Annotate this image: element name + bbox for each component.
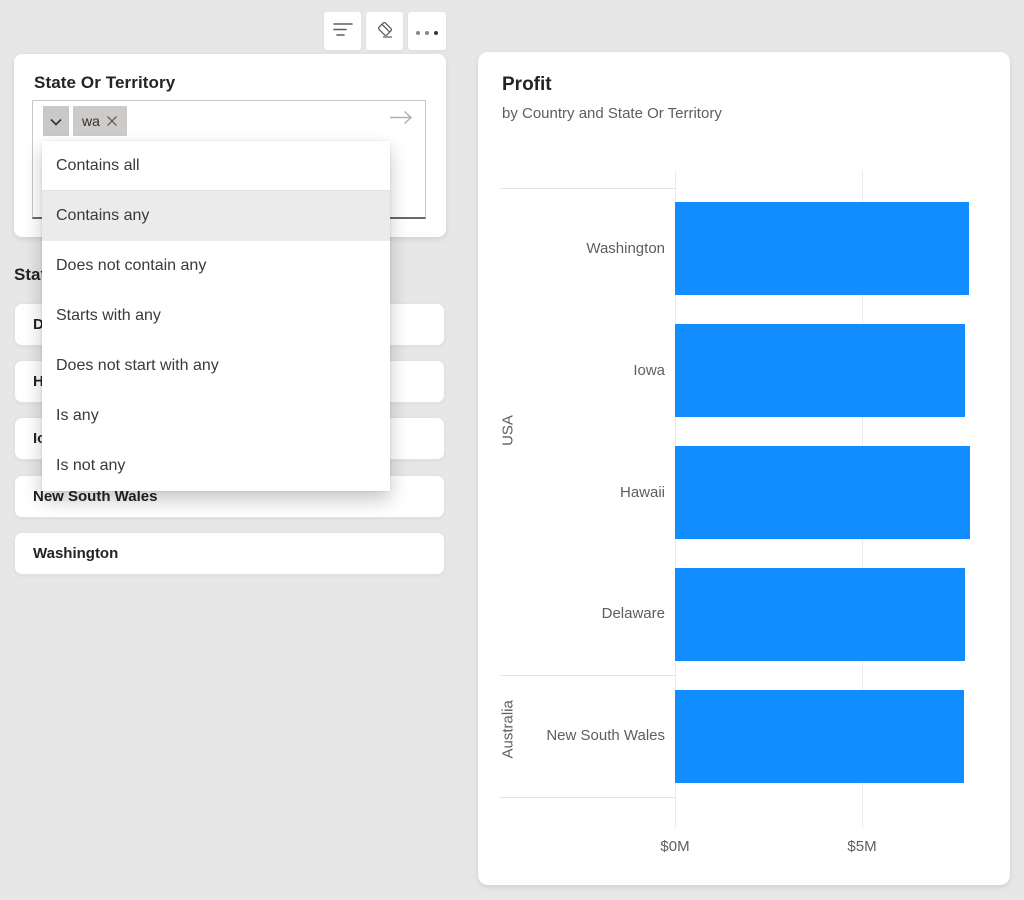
category-axis-separator: [500, 675, 675, 677]
dropdown-option-does-not-contain-any[interactable]: Does not contain any: [42, 241, 390, 291]
eraser-icon: [373, 18, 397, 45]
apply-filter-button[interactable]: [389, 110, 413, 128]
condition-dropdown-button[interactable]: [43, 106, 69, 136]
more-options-button[interactable]: [408, 12, 446, 50]
dropdown-option-starts-with-any[interactable]: Starts with any: [42, 291, 390, 341]
category-axis-separator: [500, 188, 675, 189]
filter-chip[interactable]: wa: [73, 106, 127, 136]
filter-button[interactable]: [324, 12, 361, 50]
eraser-button[interactable]: [366, 12, 403, 50]
chart-title: Profit: [502, 74, 552, 95]
dropdown-option-does-not-start-with-any[interactable]: Does not start with any: [42, 341, 390, 391]
chevron-down-icon: [50, 114, 62, 129]
state-list-item-washington[interactable]: Washington: [14, 532, 445, 575]
dropdown-option-contains-all[interactable]: Contains all: [42, 141, 390, 191]
bar-new-south-wales[interactable]: [675, 689, 965, 783]
bar-iowa[interactable]: [675, 324, 965, 418]
filter-card-title: State Or Territory: [34, 73, 176, 92]
bar-delaware[interactable]: [675, 567, 965, 661]
filter-icon: [332, 22, 354, 40]
bar-washington[interactable]: [675, 202, 969, 296]
category-label-washington: Washington: [586, 239, 665, 257]
x-axis-tick-label: $5M: [847, 838, 877, 855]
filter-chip-label: wa: [82, 113, 100, 129]
bar-chart: $0M $5M Washington Iowa Hawaii Delaware New So…: [478, 52, 1010, 885]
ellipsis-icon: [415, 24, 439, 39]
bar-hawaii[interactable]: [675, 446, 971, 539]
x-axis-tick-label: $0M: [660, 838, 690, 855]
profit-chart-card: Profit by Country and State Or Territory…: [478, 52, 1010, 885]
dropdown-option-is-any[interactable]: Is any: [42, 391, 390, 441]
category-label-iowa: Iowa: [633, 361, 665, 379]
dropdown-option-is-not-any[interactable]: Is not any: [42, 441, 390, 491]
category-axis-separator: [500, 797, 675, 798]
category-label-delaware: Delaware: [601, 605, 665, 623]
category-label-hawaii: Hawaii: [619, 483, 665, 501]
arrow-right-icon: [389, 110, 413, 128]
group-label-usa: USA: [499, 414, 517, 446]
group-label-australia: Australia: [499, 700, 517, 759]
remove-chip-icon[interactable]: [106, 115, 118, 127]
chart-subtitle: by Country and State Or Territory: [502, 105, 722, 122]
condition-dropdown-menu: Contains all Contains any Does not contain…: [42, 141, 390, 491]
category-label-new-south-wales: New South Wales: [546, 727, 665, 745]
dropdown-option-contains-any[interactable]: Contains any: [42, 191, 390, 241]
